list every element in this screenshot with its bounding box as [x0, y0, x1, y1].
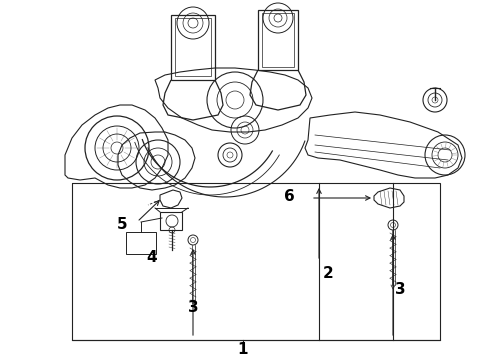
Text: 5: 5: [117, 216, 127, 231]
Text: 3: 3: [188, 301, 198, 315]
Text: 2: 2: [322, 266, 333, 280]
Text: 4: 4: [147, 251, 157, 266]
Bar: [72, 183, 440, 340]
Text: 1: 1: [238, 342, 248, 356]
Text: 6: 6: [284, 189, 294, 203]
Text: 3: 3: [394, 283, 405, 297]
Bar: [126, 232, 156, 254]
Bar: [171, 15, 215, 80]
Bar: [175, 18, 211, 76]
Bar: [258, 10, 298, 70]
Bar: [262, 13, 294, 67]
Bar: [160, 212, 182, 230]
